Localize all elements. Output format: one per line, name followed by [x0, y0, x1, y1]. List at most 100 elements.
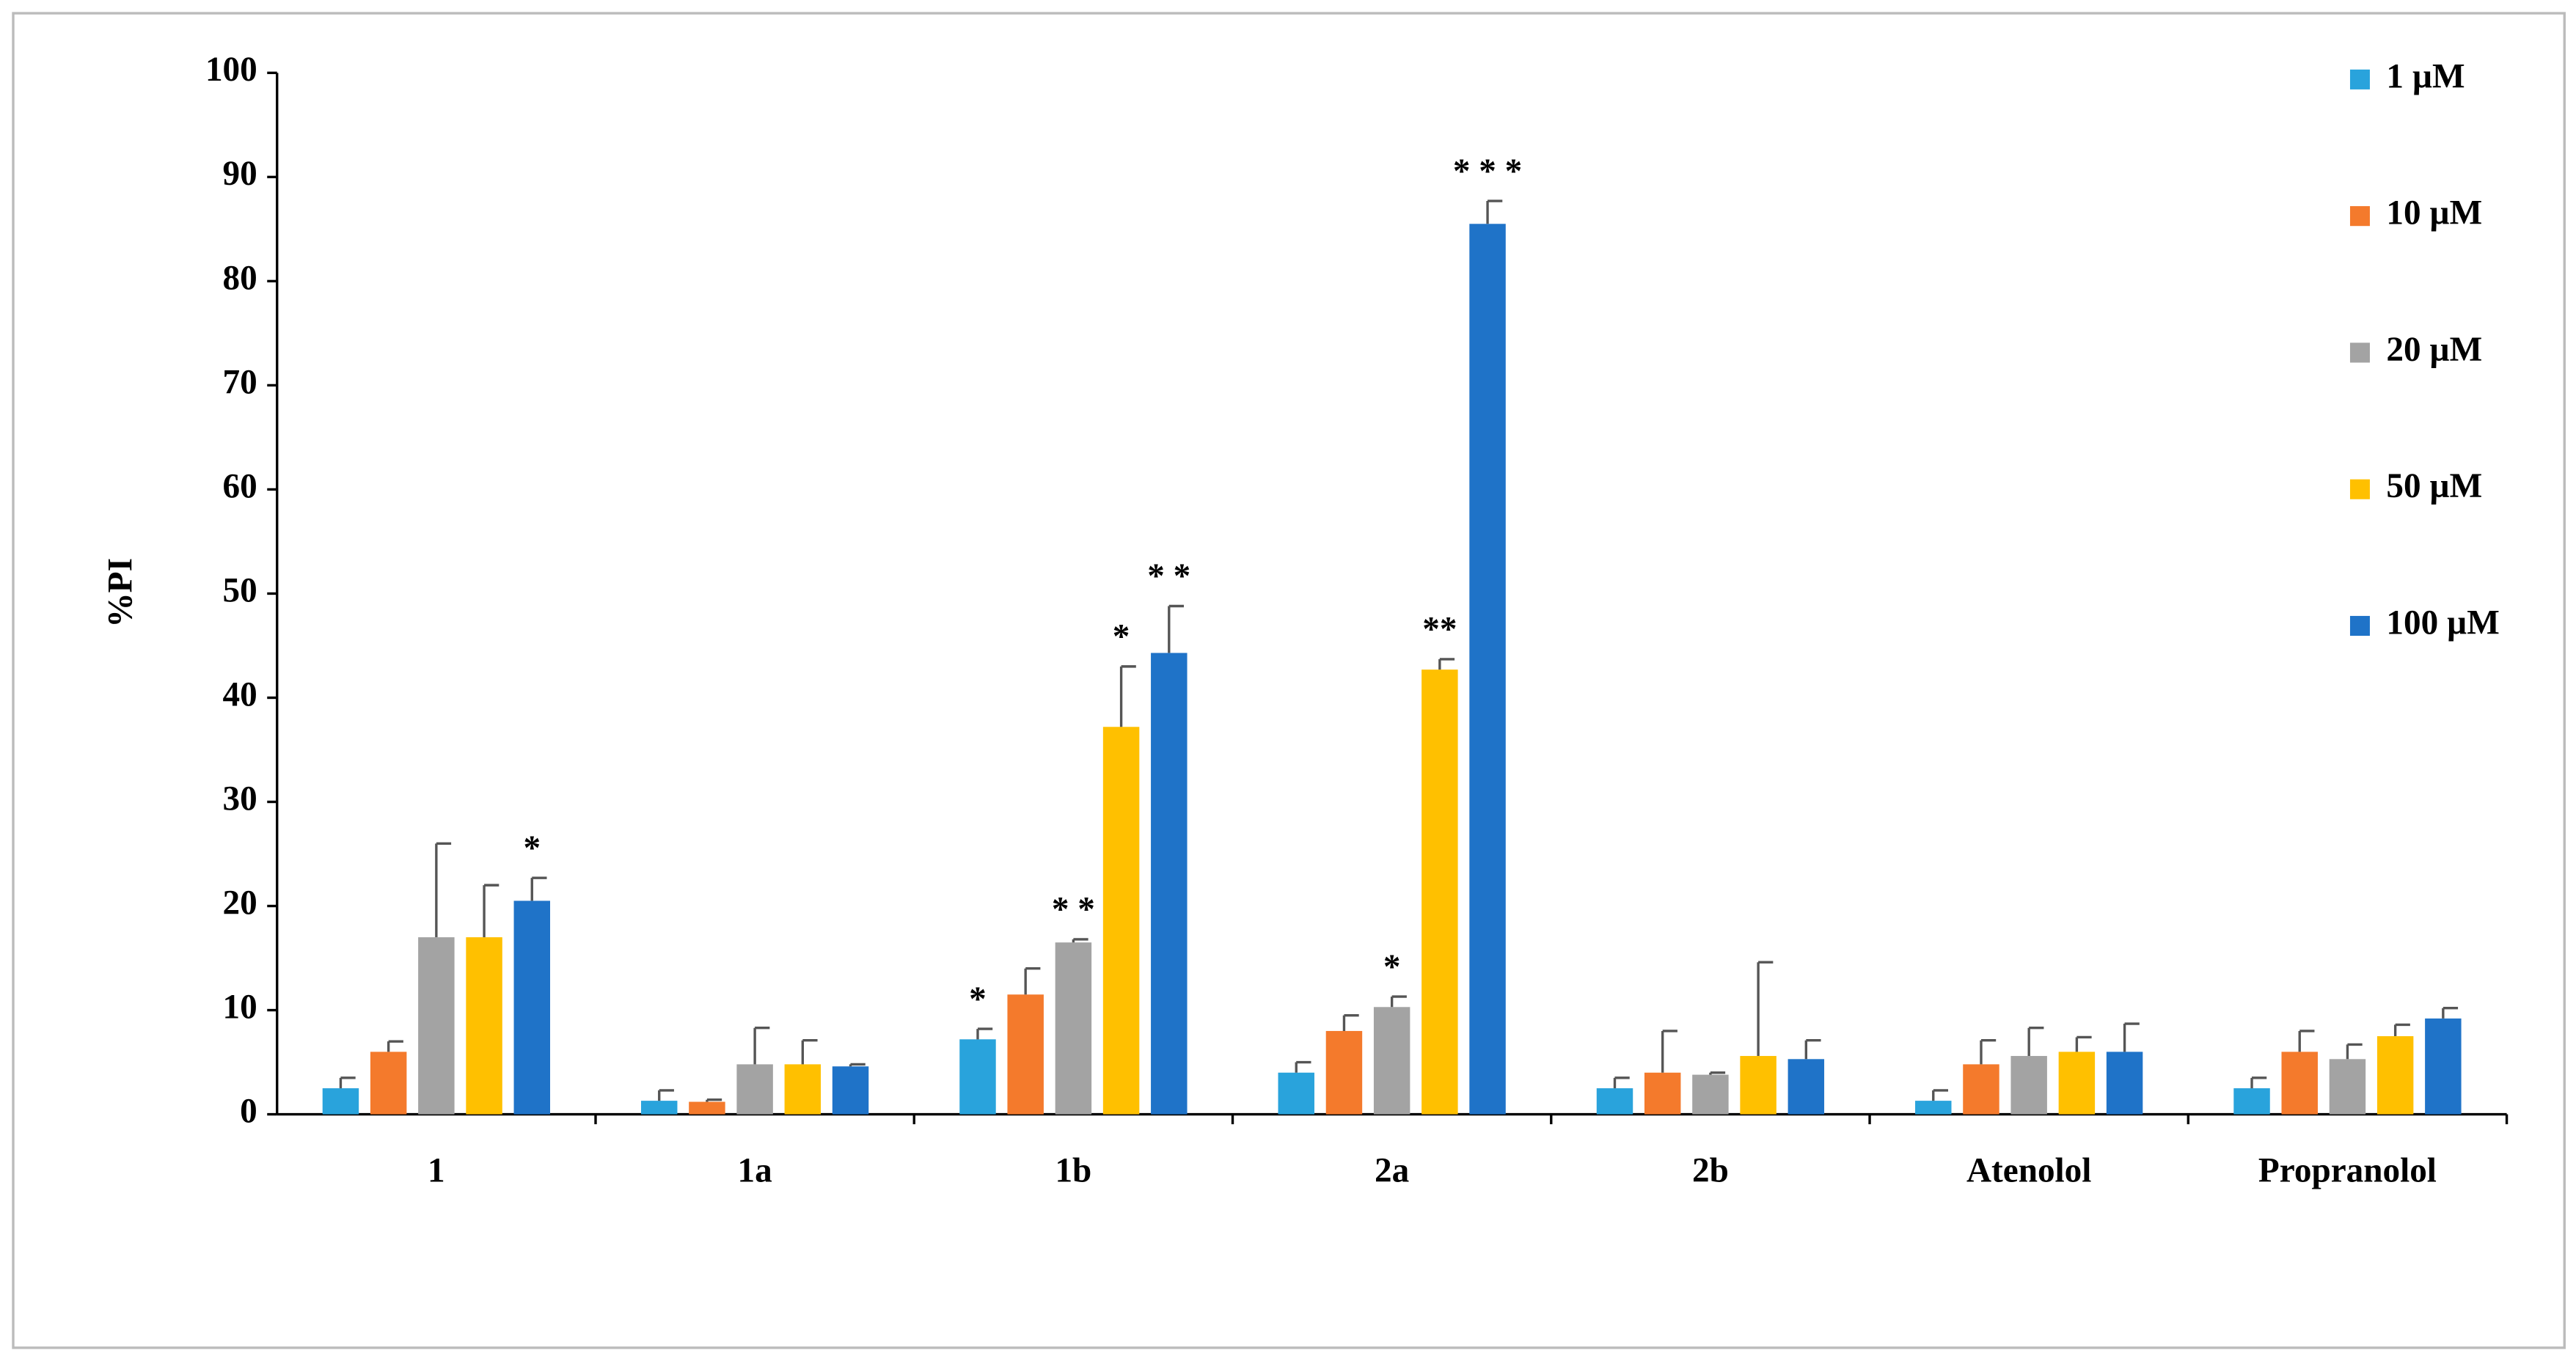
error-bar [801, 1039, 818, 1065]
x-tick-label: 1 [428, 1152, 445, 1190]
error-bar [1295, 1060, 1311, 1073]
error-bar [1757, 961, 1774, 1057]
significance-label: * * [1052, 891, 1095, 929]
bar [640, 1101, 678, 1115]
significance-label: ** [1422, 611, 1457, 649]
legend-label: 10 µM [2386, 194, 2482, 232]
error-bar [483, 884, 500, 938]
bar [1325, 1030, 1363, 1115]
error-bar [1024, 967, 1041, 995]
error-bar [2346, 1043, 2363, 1060]
error-bar [1390, 995, 1407, 1008]
y-axis-label: %PI [102, 558, 140, 628]
bar [466, 937, 502, 1115]
bar [1421, 670, 1458, 1115]
bar [2425, 1018, 2462, 1115]
legend-label: 20 µM [2386, 331, 2482, 369]
bar [2058, 1052, 2096, 1115]
bar [1692, 1074, 1729, 1115]
error-bar [2123, 1022, 2140, 1052]
legend-swatch [2349, 206, 2370, 227]
legend-swatch [2349, 479, 2370, 499]
y-tick-label: 80 [223, 259, 257, 297]
y-tick-label: 70 [223, 363, 257, 401]
bar [2106, 1052, 2143, 1115]
y-tick-label: 60 [223, 467, 257, 505]
y-tick-label: 90 [223, 155, 257, 193]
error-bar [1072, 938, 1088, 943]
bar [1740, 1056, 1777, 1115]
bar [418, 937, 455, 1115]
bar [1469, 224, 1506, 1115]
significance-label: * * * [1453, 153, 1522, 191]
y-tick-label: 40 [223, 675, 257, 713]
bar [1644, 1072, 1681, 1115]
error-bar [706, 1098, 722, 1102]
bar [689, 1101, 725, 1115]
y-tick-label: 20 [223, 884, 257, 922]
error-bar [435, 842, 452, 938]
error-bar [530, 876, 547, 901]
error-bar [1438, 658, 1455, 670]
error-bar [387, 1040, 403, 1052]
error-bar [2075, 1035, 2092, 1052]
bar [1788, 1059, 1825, 1115]
legend-swatch [2349, 342, 2370, 363]
error-bar [1486, 199, 1503, 224]
legend-swatch [2349, 615, 2370, 637]
legend-label: 50 µM [2386, 467, 2482, 505]
error-bar [339, 1076, 356, 1089]
error-bar [1980, 1039, 1997, 1065]
x-tick-label: Atenolol [1966, 1152, 2091, 1190]
bar [2281, 1052, 2318, 1115]
bar [2233, 1088, 2270, 1115]
error-bar [1119, 665, 1136, 727]
bar [2010, 1056, 2047, 1115]
bar [1055, 942, 1092, 1115]
bar [513, 900, 551, 1115]
y-tick-label: 10 [223, 988, 257, 1026]
bar [1963, 1064, 1999, 1115]
legend-label: 1 µM [2386, 57, 2465, 95]
error-bar [1661, 1030, 1677, 1073]
significance-label: * [1113, 618, 1130, 656]
error-bar [658, 1089, 674, 1101]
bar [1278, 1072, 1314, 1115]
error-bar [2442, 1007, 2459, 1019]
error-bar [2250, 1076, 2267, 1089]
bar [1596, 1088, 1633, 1115]
significance-label: * [523, 829, 541, 867]
error-bar [1709, 1071, 1726, 1075]
chart-border [12, 12, 2566, 1349]
error-bar [1613, 1076, 1630, 1089]
bar [322, 1088, 359, 1115]
error-bar [753, 1026, 770, 1065]
error-bar [1168, 604, 1185, 653]
error-bar [849, 1063, 866, 1067]
bar [2329, 1059, 2366, 1115]
bar [1007, 994, 1044, 1115]
x-tick-label: 1b [1055, 1152, 1091, 1190]
bar [2376, 1036, 2414, 1115]
error-bar [1342, 1013, 1359, 1031]
error-bar [976, 1027, 993, 1040]
significance-label: * [969, 980, 987, 1019]
bar [1915, 1101, 1952, 1115]
y-tick-label: 30 [223, 779, 257, 818]
error-bar [2027, 1026, 2044, 1057]
bar [959, 1039, 996, 1115]
significance-label: * [1383, 948, 1401, 986]
bar [784, 1064, 822, 1115]
error-bar [1932, 1089, 1949, 1101]
significance-label: * * [1147, 557, 1190, 595]
y-tick-label: 100 [205, 51, 257, 89]
x-tick-label: 2b [1692, 1152, 1729, 1190]
legend-label: 100 µM [2386, 604, 2499, 642]
x-tick-label: 2a [1375, 1152, 1409, 1190]
error-bar [2393, 1023, 2410, 1037]
error-bar [1804, 1039, 1821, 1060]
y-tick-label: 50 [223, 571, 257, 609]
legend-swatch [2349, 69, 2370, 89]
